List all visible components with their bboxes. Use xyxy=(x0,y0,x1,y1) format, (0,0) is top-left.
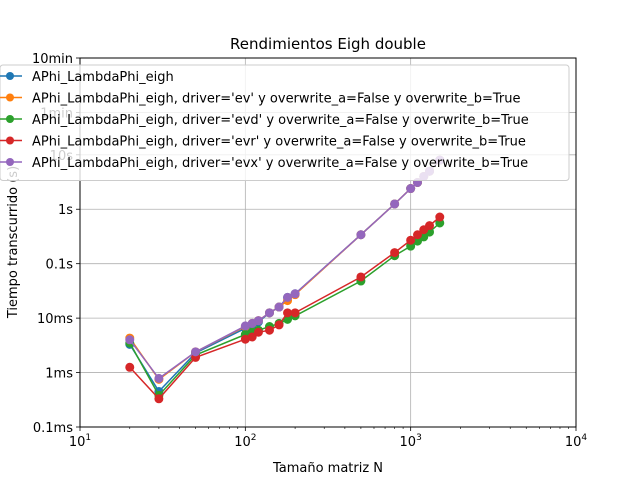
legend-marker xyxy=(6,72,14,80)
data-point xyxy=(390,199,400,209)
x-tick-label: 102 xyxy=(234,433,256,450)
data-point xyxy=(191,347,201,357)
data-point xyxy=(247,332,257,342)
data-point xyxy=(406,235,416,245)
data-point xyxy=(356,272,366,282)
data-point xyxy=(264,308,274,318)
series-layer xyxy=(125,155,445,404)
data-point xyxy=(274,320,284,330)
data-point xyxy=(290,289,300,299)
data-point xyxy=(125,335,135,345)
data-point xyxy=(154,394,164,404)
data-point xyxy=(356,230,366,240)
y-tick-label: 0.1ms xyxy=(33,421,73,436)
legend-label: APhi_LambdaPhi_eigh, driver='evd' y over… xyxy=(32,113,529,128)
legend-label: APhi_LambdaPhi_eigh, driver='evr' y over… xyxy=(32,135,526,150)
data-point xyxy=(253,316,263,326)
legend-label: APhi_LambdaPhi_eigh, driver='ev' y overw… xyxy=(32,92,520,107)
data-point xyxy=(253,327,263,337)
legend-label: APhi_LambdaPhi_eigh, driver='evx' y over… xyxy=(32,156,528,171)
data-point xyxy=(125,362,135,372)
legend-label: APhi_LambdaPhi_eigh xyxy=(32,70,174,85)
data-point xyxy=(413,230,423,240)
data-point xyxy=(425,221,435,231)
legend-box xyxy=(0,64,570,181)
legend-marker xyxy=(6,115,14,123)
legend: APhi_LambdaPhi_eigh APhi_LambdaPhi_eigh, … xyxy=(0,64,570,181)
data-point xyxy=(406,184,416,194)
x-tick-label: 101 xyxy=(69,433,91,450)
legend-marker xyxy=(6,93,14,102)
y-tick-label: 10ms xyxy=(37,312,73,327)
data-point xyxy=(435,212,445,222)
data-point xyxy=(154,373,164,383)
legend-marker xyxy=(6,158,14,166)
data-point xyxy=(274,302,284,312)
y-tick-label: 10min xyxy=(32,52,73,67)
x-tick-label: 103 xyxy=(400,433,422,450)
x-tick-label: 104 xyxy=(565,433,588,450)
data-point xyxy=(264,325,274,335)
data-point xyxy=(283,292,293,302)
series-3 xyxy=(125,212,445,404)
data-point xyxy=(290,308,300,318)
chart-title: Rendimientos Eigh double xyxy=(230,35,426,53)
data-point xyxy=(390,248,400,258)
plot-frame xyxy=(79,57,577,428)
y-tick-label: 1ms xyxy=(45,367,73,382)
x-axis-label: Tamaño matriz N xyxy=(272,461,383,476)
data-point xyxy=(283,308,293,318)
y-tick-label: 1s xyxy=(58,203,73,218)
legend-marker xyxy=(6,136,14,145)
y-tick-label: 0.1s xyxy=(46,258,74,273)
y-axis-label: Tiempo transcurrido (s) xyxy=(6,166,21,319)
